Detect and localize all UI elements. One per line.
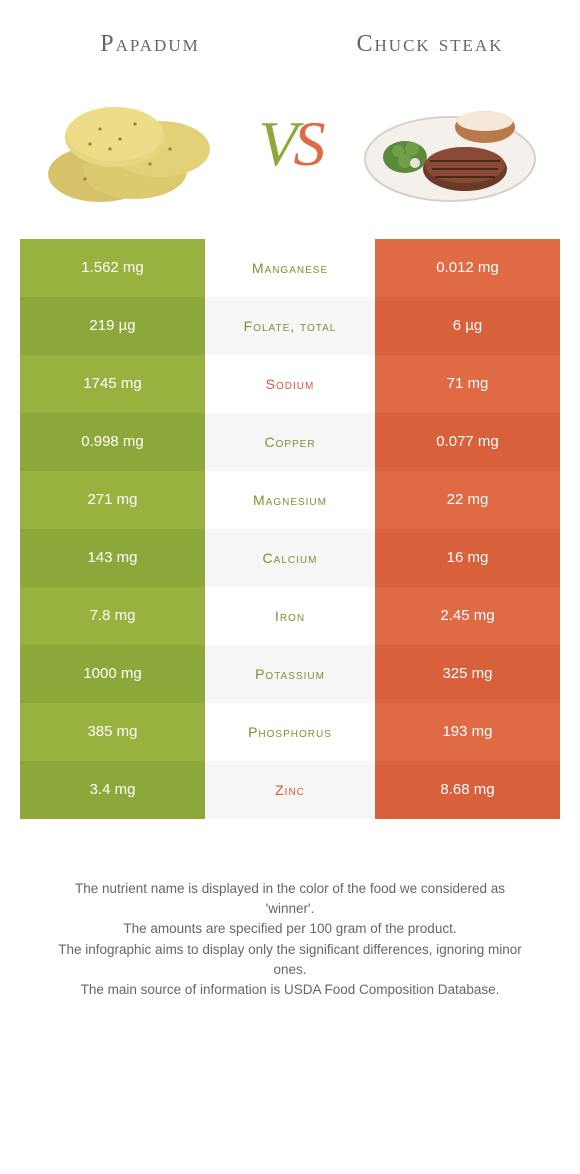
table-row: 143 mgCalcium16 mg	[20, 529, 560, 587]
title-left: Papadum	[60, 30, 240, 59]
images-row: VS	[20, 79, 560, 239]
table-row: 1.562 mgManganese0.012 mg	[20, 239, 560, 297]
footnote-line: The main source of information is USDA F…	[50, 980, 530, 1000]
value-left: 271 mg	[20, 471, 205, 529]
value-right: 2.45 mg	[375, 587, 560, 645]
value-right: 16 mg	[375, 529, 560, 587]
footnote-line: The nutrient name is displayed in the co…	[50, 879, 530, 920]
value-left: 7.8 mg	[20, 587, 205, 645]
value-left: 143 mg	[20, 529, 205, 587]
infographic-container: Papadum Chuck steak VS	[0, 0, 580, 1020]
nutrient-label: Iron	[205, 587, 375, 645]
papadum-icon	[40, 79, 220, 209]
nutrient-label: Copper	[205, 413, 375, 471]
value-left: 0.998 mg	[20, 413, 205, 471]
table-row: 7.8 mgIron2.45 mg	[20, 587, 560, 645]
nutrient-label: Potassium	[205, 645, 375, 703]
nutrient-label: Manganese	[205, 239, 375, 297]
vs-label: VS	[258, 107, 321, 181]
value-left: 1.562 mg	[20, 239, 205, 297]
value-left: 1000 mg	[20, 645, 205, 703]
steak-plate-icon	[360, 79, 540, 209]
vs-s: S	[294, 108, 322, 179]
nutrient-label: Phosphorus	[205, 703, 375, 761]
value-right: 0.012 mg	[375, 239, 560, 297]
title-right: Chuck steak	[340, 30, 520, 59]
value-left: 385 mg	[20, 703, 205, 761]
value-right: 193 mg	[375, 703, 560, 761]
value-right: 22 mg	[375, 471, 560, 529]
value-left: 219 µg	[20, 297, 205, 355]
nutrient-label: Zinc	[205, 761, 375, 819]
papadum-image	[40, 79, 220, 209]
table-row: 3.4 mgZinc8.68 mg	[20, 761, 560, 819]
value-right: 325 mg	[375, 645, 560, 703]
table-row: 1745 mgSodium71 mg	[20, 355, 560, 413]
nutrient-table: 1.562 mgManganese0.012 mg219 µgFolate, t…	[20, 239, 560, 819]
nutrient-label: Folate, total	[205, 297, 375, 355]
table-row: 0.998 mgCopper0.077 mg	[20, 413, 560, 471]
value-left: 3.4 mg	[20, 761, 205, 819]
header: Papadum Chuck steak	[20, 20, 560, 79]
footnote-line: The infographic aims to display only the…	[50, 940, 530, 981]
footnotes: The nutrient name is displayed in the co…	[20, 819, 560, 1001]
value-right: 8.68 mg	[375, 761, 560, 819]
table-row: 385 mgPhosphorus193 mg	[20, 703, 560, 761]
nutrient-label: Calcium	[205, 529, 375, 587]
steak-image	[360, 79, 540, 209]
value-left: 1745 mg	[20, 355, 205, 413]
table-row: 219 µgFolate, total6 µg	[20, 297, 560, 355]
vs-v: V	[258, 108, 293, 179]
footnote-line: The amounts are specified per 100 gram o…	[50, 919, 530, 939]
value-right: 0.077 mg	[375, 413, 560, 471]
value-right: 6 µg	[375, 297, 560, 355]
table-row: 271 mgMagnesium22 mg	[20, 471, 560, 529]
table-row: 1000 mgPotassium325 mg	[20, 645, 560, 703]
value-right: 71 mg	[375, 355, 560, 413]
nutrient-label: Sodium	[205, 355, 375, 413]
nutrient-label: Magnesium	[205, 471, 375, 529]
